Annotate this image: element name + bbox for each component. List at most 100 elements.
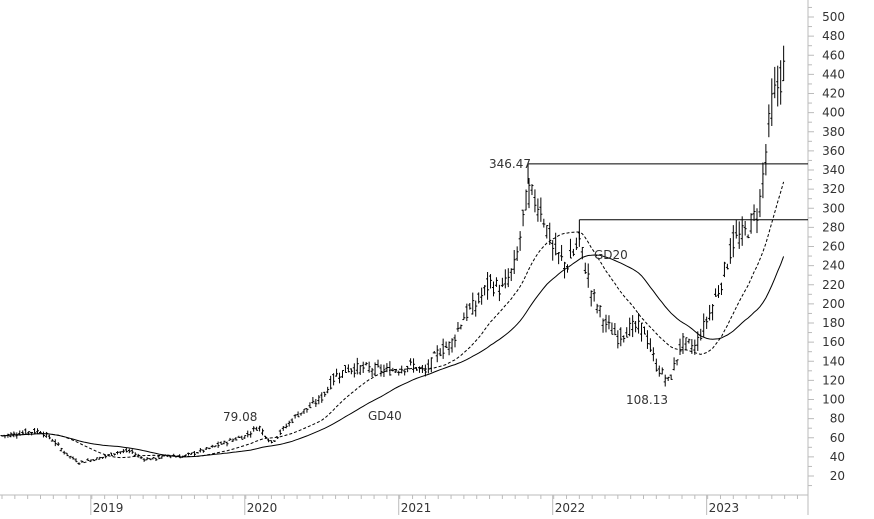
price-bar — [705, 316, 709, 329]
price-bar — [317, 395, 321, 405]
price-bar — [269, 440, 273, 444]
y-tick-label: 100 — [822, 393, 845, 407]
price-bar — [420, 364, 424, 373]
price-bar — [216, 441, 220, 448]
y-tick-label: 420 — [822, 87, 845, 101]
price-bar — [86, 458, 90, 462]
price-bar — [290, 418, 294, 424]
price-bar — [660, 367, 664, 375]
price-bar — [518, 231, 522, 251]
ma-label-gd20: GD20 — [594, 248, 628, 262]
price-bar — [388, 361, 392, 376]
price-bar — [110, 452, 114, 457]
price-bar — [80, 460, 84, 463]
price-bar — [468, 302, 472, 310]
price-bar — [95, 457, 99, 461]
price-bar — [124, 447, 128, 453]
price-bar — [601, 318, 605, 333]
price-bar — [483, 285, 487, 296]
y-tick-label: 260 — [822, 240, 845, 254]
price-bar — [115, 451, 119, 455]
price-bar — [237, 435, 241, 439]
price-bar — [640, 322, 644, 342]
price-bar — [255, 426, 259, 431]
y-tick-label: 400 — [822, 106, 845, 120]
price-bar — [566, 264, 570, 273]
price-bar — [767, 104, 771, 138]
price-bar — [642, 326, 646, 335]
price-bar — [409, 358, 413, 366]
price-bar — [373, 362, 377, 376]
price-bar — [219, 441, 223, 445]
price-bar — [589, 290, 593, 307]
price-bar — [397, 370, 401, 376]
price-bar — [367, 361, 371, 373]
price-bar — [74, 458, 78, 463]
price-bar — [447, 341, 451, 356]
y-tick-label: 80 — [830, 412, 845, 426]
price-bar — [113, 453, 117, 456]
y-tick-label: 480 — [822, 29, 845, 43]
price-bar — [654, 358, 658, 372]
price-bar — [648, 338, 652, 353]
price-bar — [15, 432, 19, 439]
price-bar — [533, 189, 537, 213]
price-bar — [503, 269, 507, 289]
price-bar — [545, 225, 549, 239]
price-bar — [423, 364, 427, 377]
price-bar — [160, 455, 164, 459]
price-bar — [456, 322, 460, 332]
price-bar — [681, 333, 685, 354]
price-bar — [225, 441, 229, 447]
price-bar — [557, 252, 561, 265]
price-bar — [728, 238, 732, 264]
price-bar — [355, 357, 359, 375]
price-bar — [444, 341, 448, 349]
price-bar — [151, 456, 155, 460]
price-bar — [554, 232, 558, 256]
price-bar — [349, 368, 353, 375]
price-bar — [637, 312, 641, 334]
y-tick-label: 440 — [822, 67, 845, 81]
price-bar — [118, 451, 122, 455]
price-bar — [89, 459, 93, 463]
price-bar — [391, 367, 395, 372]
price-bar — [509, 268, 513, 282]
price-bar — [714, 288, 718, 297]
price-bar — [281, 426, 285, 431]
price-bar — [228, 437, 232, 441]
x-tick-label: 2021 — [401, 501, 432, 515]
price-bar — [222, 440, 226, 445]
y-tick-label: 160 — [822, 335, 845, 349]
price-bar — [678, 338, 682, 356]
price-bar — [530, 184, 534, 196]
price-bar — [441, 338, 445, 359]
price-bar — [201, 449, 205, 453]
price-bar — [586, 263, 590, 288]
price-bar — [343, 364, 347, 373]
price-bar — [415, 367, 419, 371]
price-bar — [278, 429, 282, 436]
price-bar — [542, 218, 546, 228]
price-bar — [500, 277, 504, 288]
annotation-high-2021: 346.47 — [489, 157, 531, 171]
price-bar — [335, 368, 339, 377]
price-bar — [779, 60, 783, 105]
price-bar — [459, 324, 463, 330]
price-bar — [33, 427, 37, 434]
price-bar — [773, 66, 777, 99]
price-bar — [663, 374, 667, 387]
price-bar — [628, 317, 632, 337]
price-bar — [246, 430, 250, 438]
price-bar — [645, 330, 649, 349]
axes: 20 40 60 80 100 120 140 160 180 200 220 240 260 280 30… — [0, 0, 845, 515]
price-bar — [323, 391, 327, 397]
price-bar — [604, 314, 608, 333]
ma-line-gd40 — [1, 254, 785, 458]
price-bar — [261, 428, 265, 436]
price-bar — [702, 313, 706, 338]
price-bar — [320, 392, 324, 403]
y-tick-label: 140 — [822, 354, 845, 368]
y-tick-label: 300 — [822, 201, 845, 215]
